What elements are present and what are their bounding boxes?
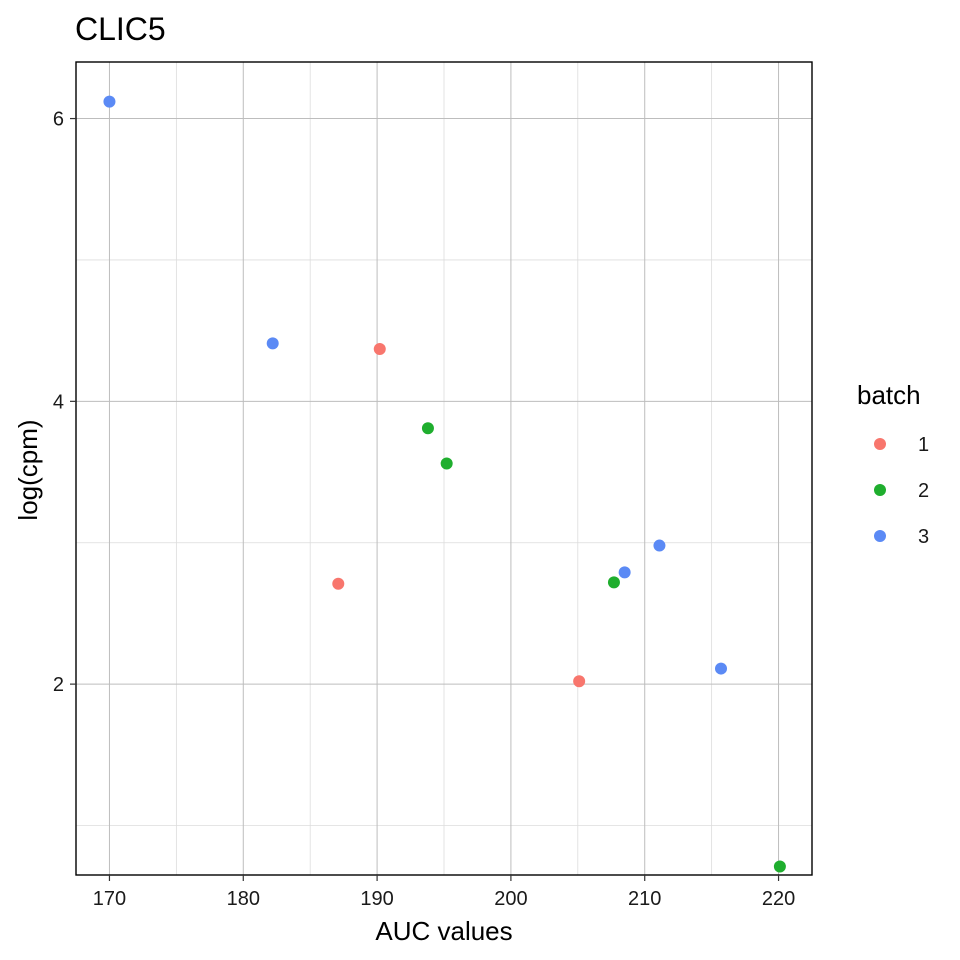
point-layer: [103, 95, 786, 873]
legend-label-2: 2: [918, 480, 929, 502]
legend-title: batch: [857, 380, 921, 410]
data-point-batch-3: [103, 95, 116, 108]
legend-label-1: 1: [918, 434, 929, 456]
x-tick-label: 210: [628, 888, 661, 910]
x-axis-title: AUC values: [375, 916, 512, 946]
data-point-batch-3: [715, 662, 728, 675]
data-point-batch-2: [421, 422, 434, 435]
x-tick-label: 180: [227, 888, 260, 910]
legend-key-2: [874, 484, 886, 496]
y-axis-title: log(cpm): [13, 419, 43, 520]
data-point-batch-2: [607, 576, 620, 589]
data-point-batch-2: [773, 860, 786, 873]
x-tick-label: 200: [494, 888, 527, 910]
legend: batch 1 2 3: [857, 380, 929, 548]
data-point-batch-3: [618, 566, 631, 579]
x-tick-label: 170: [93, 888, 126, 910]
data-point-batch-1: [573, 675, 586, 688]
y-tick-label: 4: [53, 391, 64, 413]
data-point-batch-3: [266, 337, 279, 350]
legend-key-3: [874, 530, 886, 542]
chart-title: CLIC5: [75, 11, 166, 47]
tick-layer: 170 180 190 200 210 220 2 4 6: [53, 109, 795, 910]
legend-key-1: [874, 438, 886, 450]
data-point-batch-1: [373, 343, 386, 356]
y-tick-label: 2: [53, 674, 64, 696]
legend-items: 1 2 3: [874, 434, 929, 548]
data-point-batch-2: [440, 457, 453, 470]
x-tick-label: 190: [360, 888, 393, 910]
y-tick-label: 6: [53, 109, 64, 131]
data-point-batch-3: [653, 539, 666, 552]
panel-border: [75, 61, 813, 876]
data-point-batch-1: [332, 577, 345, 590]
legend-label-3: 3: [918, 526, 929, 548]
grid-layer: [76, 62, 812, 875]
x-tick-label: 220: [762, 888, 795, 910]
